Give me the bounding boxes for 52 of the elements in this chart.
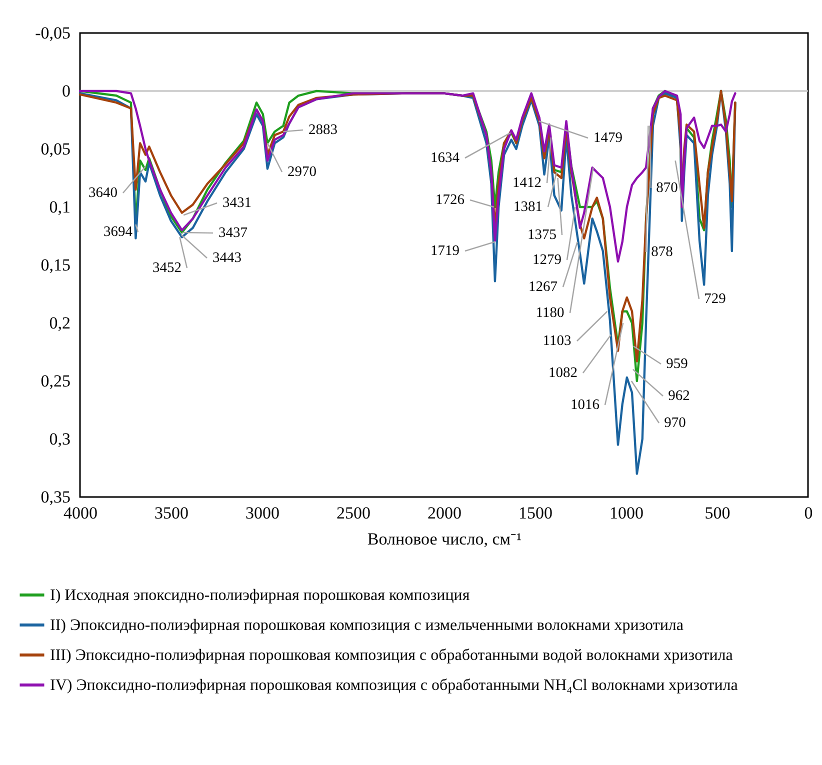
x-tick-label: 3500 [154, 504, 188, 522]
x-tick-label: 500 [704, 504, 730, 522]
x-tick-label: 0 [804, 504, 813, 522]
annotation: 1719 [430, 243, 460, 259]
y-tick-label: 0,35 [40, 488, 70, 506]
annotation: 1267 [528, 279, 558, 295]
x-tick-label: 4000 [64, 504, 98, 522]
y-tick-label: 0,25 [40, 372, 70, 390]
annotation: 1634 [430, 150, 460, 166]
annotation: 1412 [512, 175, 542, 191]
x-tick-label: 1500 [518, 504, 552, 522]
x-tick-label: 1000 [610, 504, 644, 522]
x-tick-label: 3000 [246, 504, 280, 522]
annotation: 878 [651, 244, 673, 260]
annotation: 2970 [288, 164, 316, 180]
annotation: 962 [668, 388, 690, 404]
annotation: 1016 [570, 397, 600, 413]
annotation: 729 [704, 291, 726, 307]
annotation: 3452 [152, 260, 182, 276]
line-series [78, 90, 736, 475]
annotation: 2883 [308, 122, 338, 138]
y-tick-label: 0,1 [49, 198, 70, 216]
legend-label: II) Эпоксидно-полиэфирная порошковая композиция с измельченными волокнами хризотила [50, 617, 684, 634]
y-tick-label: 0,3 [49, 430, 70, 448]
annotation: 3437 [218, 225, 248, 241]
legend-label: I) Исходная эпоксидно-полиэфирная порошковая композиция [50, 587, 470, 604]
annotation: 1180 [536, 305, 564, 321]
annotation: 3443 [212, 250, 242, 266]
y-tick-label: 0,2 [49, 314, 70, 332]
annotation: 3431 [222, 195, 252, 211]
x-axis-title: Волновое число, см⁻¹ [367, 530, 522, 548]
y-tick-label: 0,15 [40, 256, 70, 274]
annotation: 1381 [514, 199, 542, 215]
annotation: 3694 [104, 224, 134, 240]
annotation: 959 [666, 356, 688, 372]
x-tick-label: 2000 [428, 504, 462, 522]
annotation: 1726 [436, 192, 464, 208]
annotation: 1082 [548, 365, 578, 381]
y-tick-label: 0 [62, 82, 70, 100]
annotation: 1279 [532, 252, 562, 268]
legend-label: IV) Эпоксидно-полиэфирная порошковая композиция с обработанными NH₄Cl волокнами хризотила [50, 677, 738, 694]
annotation: 3640 [88, 185, 118, 201]
line-series [78, 90, 736, 263]
annotation: 1103 [542, 333, 572, 349]
annotation: 870 [656, 180, 678, 196]
y-tick-label: -0,05 [35, 24, 70, 42]
annotation: 1479 [594, 130, 622, 146]
annotation: 970 [664, 415, 686, 431]
y-tick-label: 0,05 [40, 140, 70, 158]
legend-label: III) Эпоксидно-полиэфирная порошковая композиция с обработанными водой волокнами хризотила [50, 647, 733, 664]
x-tick-label: 2500 [336, 504, 370, 522]
annotation: 1375 [528, 227, 556, 243]
